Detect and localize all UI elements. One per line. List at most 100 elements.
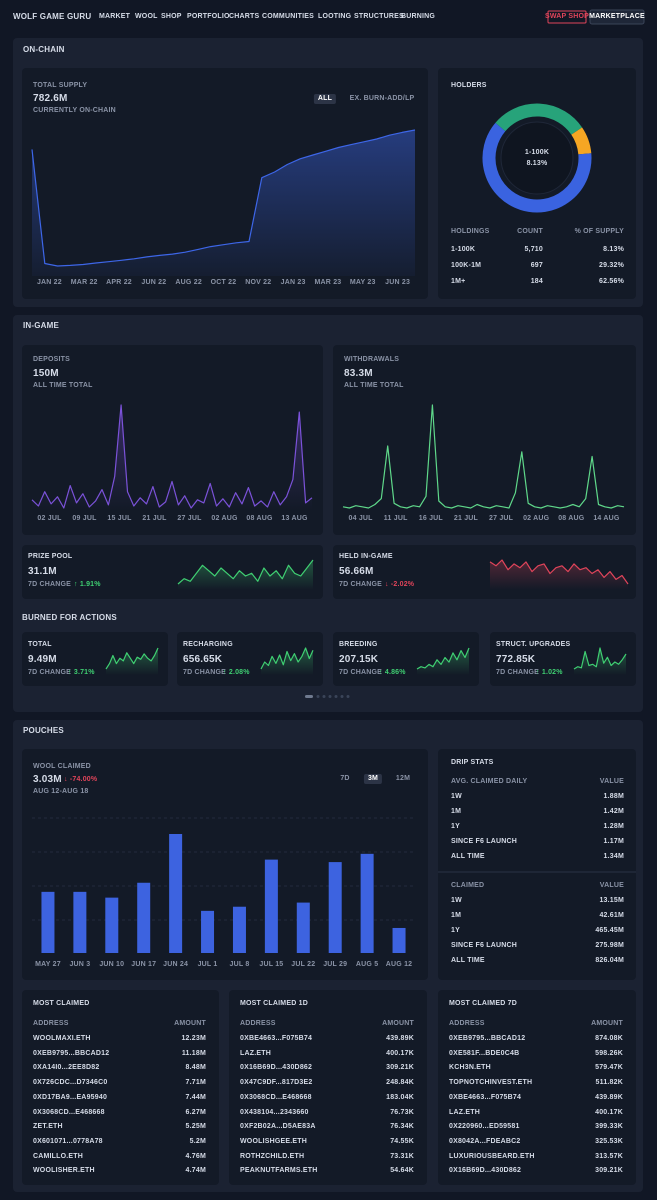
amount: 6.27M (185, 1108, 206, 1116)
table-cell: 1W (451, 897, 462, 904)
x-tick-label: JUN 24 (163, 961, 189, 968)
address[interactable]: 0X726CDC...D7346C0 (33, 1079, 108, 1087)
table-cell: 1M (451, 808, 462, 815)
address[interactable]: 0X16B69D...430D862 (449, 1167, 522, 1175)
nav-link[interactable]: CHARTS (229, 13, 260, 20)
address[interactable]: 0XBE4663...F075B74 (240, 1035, 313, 1042)
nav-link[interactable]: MARKET (99, 13, 131, 20)
table-header: COUNT (517, 228, 543, 235)
address[interactable]: 0X47C9DF...817D3E2 (240, 1079, 313, 1087)
nav-link[interactable]: LOOTING (318, 13, 352, 20)
card-value: 150M (33, 368, 59, 379)
table-cell: SINCE F6 LAUNCH (451, 838, 518, 845)
bar (41, 891, 55, 953)
toggle[interactable]: 3M (363, 774, 383, 784)
line (31, 129, 416, 267)
change: ↓ -2.02% (385, 581, 415, 588)
address[interactable]: 0X601071...0778A78 (33, 1137, 103, 1145)
amount: 399.33K (595, 1123, 623, 1131)
address[interactable]: 0X8042A...FDEABC2 (449, 1137, 521, 1145)
toggle[interactable]: 7D (340, 775, 350, 782)
x-tick-label: 04 JUL (348, 515, 373, 522)
change-label: 7D CHANGE (339, 581, 383, 588)
toggle[interactable]: EX. BURN-ADD/LP (349, 95, 415, 102)
address[interactable]: CAMILLO.ETH (33, 1152, 84, 1160)
change: ↓ -74.00% (64, 776, 98, 783)
line (105, 647, 159, 670)
address[interactable]: 0X3068CD...E468668 (240, 1093, 312, 1101)
x-tick-label: JUL 8 (229, 961, 250, 968)
amount: 11.18M (181, 1049, 206, 1057)
table-cell: 1.88M (603, 793, 624, 800)
x-tick-label: AUG 12 (385, 961, 413, 968)
address[interactable]: PEAKNUTFARMS.ETH (240, 1167, 318, 1175)
amount: 5.2M (189, 1137, 206, 1145)
x-tick-label: AUG 22 (175, 279, 202, 286)
address[interactable]: ZET.ETH (33, 1123, 63, 1131)
amount: 511.82K (595, 1079, 623, 1087)
address[interactable]: WOOLISHER.ETH (33, 1167, 95, 1175)
bar (105, 897, 119, 953)
address[interactable]: KCH3N.ETH (449, 1064, 491, 1072)
card (22, 990, 219, 1185)
nav-link[interactable]: PORTFOLIO (187, 13, 230, 20)
address[interactable]: 0X220960...ED59581 (449, 1123, 520, 1131)
address[interactable]: LAZ.ETH (240, 1049, 271, 1057)
address[interactable]: 0XEB9795...BBCAD12 (33, 1049, 110, 1057)
x-tick-label: JUL 15 (259, 961, 284, 968)
address[interactable]: 0XBE4663...F075B74 (449, 1093, 522, 1101)
x-tick-label: 09 JUL (72, 515, 97, 522)
card-subtitle: CURRENTLY ON-CHAIN (33, 107, 116, 114)
x-tick-label: 13 AUG (281, 515, 308, 522)
table-header: VALUE (599, 778, 624, 785)
card-value: 207.15K (339, 654, 379, 665)
line (342, 404, 625, 509)
x-tick-label: 27 JUL (177, 515, 202, 522)
card-label: DEPOSITS (33, 356, 70, 363)
swap-shop[interactable]: SWAP SHOP (544, 13, 590, 20)
address[interactable]: 0XF2B02A...D5AE83A (240, 1123, 316, 1131)
address[interactable]: 0X438104...2343660 (240, 1108, 309, 1116)
toggle[interactable]: 12M (395, 775, 411, 782)
address[interactable]: 0XA14I0...2EE8D82 (33, 1064, 100, 1072)
card-title: MOST CLAIMED 7D (449, 1000, 517, 1007)
x-tick-label: MAY 23 (349, 279, 376, 286)
x-tick-label: JUN 3 (69, 961, 91, 968)
change-label: 7D CHANGE (183, 669, 227, 676)
bar (392, 927, 406, 953)
nav-link[interactable]: STRUCTURES (354, 13, 404, 20)
address[interactable]: 0X16B69D...430D862 (240, 1064, 313, 1072)
amount: 8.48M (185, 1064, 206, 1072)
nav-link[interactable]: WOOL (135, 13, 158, 20)
address[interactable]: WOOLMAXI.ETH (33, 1035, 91, 1042)
address[interactable]: 0XD17BA9...EA95940 (33, 1093, 108, 1101)
date-range: AUG 12-AUG 18 (33, 788, 89, 795)
x-tick-label: JUN 23 (385, 279, 411, 286)
donut-segment (495, 103, 583, 135)
address[interactable]: TOPNOTCHINVEST.ETH (449, 1079, 533, 1087)
nav-link[interactable]: SHOP (161, 13, 182, 20)
amount: 74.55K (390, 1137, 414, 1145)
address[interactable]: 0XEB9795...BBCAD12 (449, 1035, 526, 1042)
table-cell: 1Y (451, 823, 460, 830)
address[interactable]: LAZ.ETH (449, 1108, 480, 1116)
table-cell: SINCE F6 LAUNCH (451, 942, 518, 949)
table-cell: 42.61M (599, 912, 624, 919)
change-label: 7D CHANGE (496, 669, 540, 676)
address[interactable]: 0XE581F...BDE0C4B (449, 1049, 520, 1057)
address[interactable]: LUXURIOUSBEARD.ETH (449, 1152, 535, 1160)
line (489, 559, 629, 585)
x-tick-label: 14 AUG (593, 515, 620, 522)
nav-link[interactable]: BURNING (401, 13, 436, 20)
table-cell: 1Y (451, 927, 460, 934)
marketplace[interactable]: MARKETPLACE (589, 13, 645, 20)
nav-link[interactable]: COMMUNITIES (262, 13, 314, 20)
address[interactable]: 0X3068CD...E468668 (33, 1108, 105, 1116)
x-tick-label: JAN 23 (280, 279, 306, 286)
address[interactable]: WOOLISHGEE.ETH (240, 1137, 307, 1145)
table-cell: 1.34M (603, 853, 624, 860)
table-cell: ALL TIME (451, 957, 485, 964)
address[interactable]: ROTHZCHILD.ETH (240, 1152, 305, 1160)
x-tick-label: 02 AUG (523, 515, 550, 522)
toggle[interactable]: ALL (313, 94, 337, 104)
